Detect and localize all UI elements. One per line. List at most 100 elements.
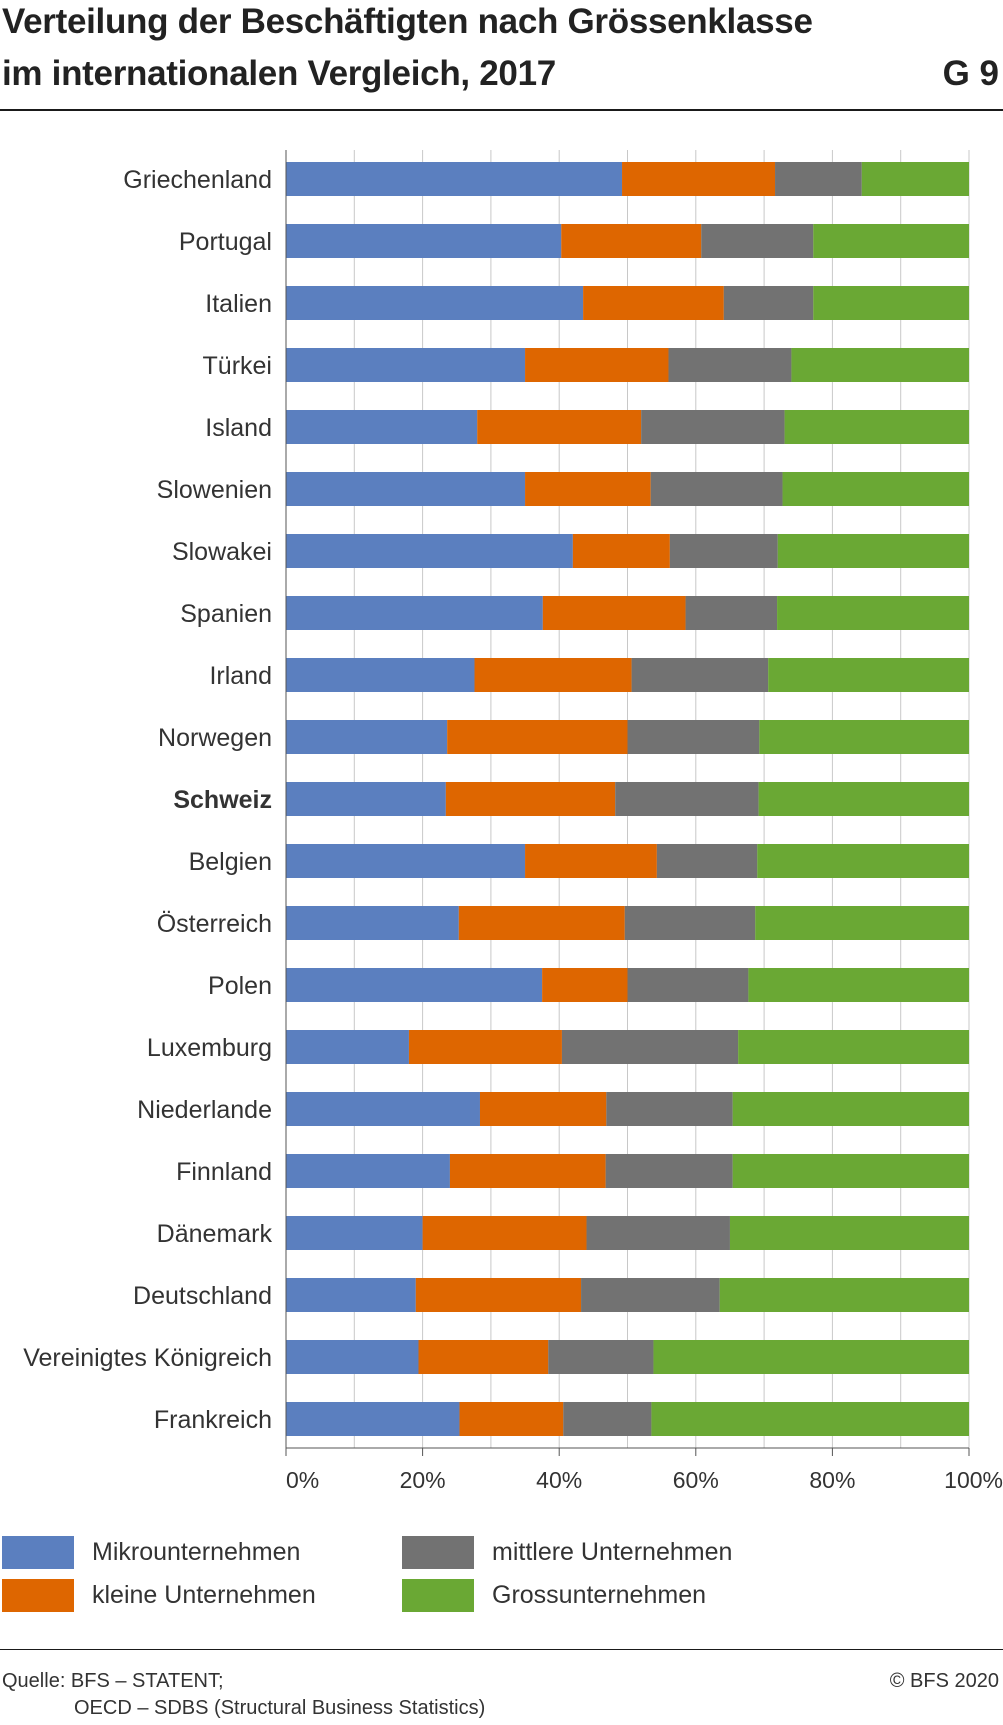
bar-segment	[286, 782, 446, 816]
bar-segment	[624, 906, 756, 940]
bar-segment	[768, 658, 969, 692]
x-tick-label: 60%	[673, 1467, 719, 1493]
bar-segment	[477, 410, 642, 444]
bar-segment	[732, 1154, 969, 1188]
category-label: Vereinigtes Königreich	[23, 1344, 272, 1372]
bar-segment	[286, 968, 543, 1002]
category-label: Spanien	[180, 600, 272, 628]
category-label: Portugal	[179, 228, 272, 256]
category-label: Irland	[209, 662, 272, 690]
bar-segment	[286, 1216, 423, 1250]
legend-item-kleine-unternehmen: kleine Unternehmen	[2, 1578, 316, 1612]
bar-segment	[286, 844, 526, 878]
bar-segment	[668, 348, 792, 382]
bar-segment	[631, 658, 769, 692]
bar-segment	[458, 906, 625, 940]
bar-segment	[701, 224, 814, 258]
bar-segment	[738, 1030, 969, 1064]
bar-segment	[651, 1402, 969, 1436]
bar-segment	[775, 162, 862, 196]
legend-label-grossunternehmen: Grossunternehmen	[492, 1580, 707, 1609]
bar-segment	[561, 1030, 739, 1064]
bar-segment	[748, 968, 969, 1002]
category-label: Slowenien	[157, 476, 272, 504]
category-label: Island	[205, 414, 272, 442]
title-block: Verteilung der Beschäftigten nach Grösse…	[0, 0, 1003, 111]
bar-segment	[286, 410, 478, 444]
title-divider	[0, 109, 1003, 111]
bar-segment	[777, 534, 969, 568]
bar-segment	[784, 410, 969, 444]
x-tick-label: 40%	[536, 1467, 582, 1493]
bar-segment	[572, 534, 670, 568]
bar-segment	[474, 658, 632, 692]
legend: Mikrounternehmen kleine Unternehmen mitt…	[0, 1535, 1003, 1635]
footer-divider	[0, 1649, 1003, 1650]
bar-segment	[286, 162, 623, 196]
legend-swatch-mikrounternehmen	[2, 1535, 74, 1569]
bar-segment	[782, 472, 969, 506]
bar-segment	[525, 348, 669, 382]
bar-segment	[445, 782, 616, 816]
chart-title-line-1: Verteilung der Beschäftigten nach Grösse…	[2, 2, 813, 41]
bar-segment	[286, 1340, 419, 1374]
category-label: Slowakei	[172, 538, 272, 566]
bar-segment	[286, 1154, 450, 1188]
category-label: Polen	[208, 972, 272, 1000]
bar-segment	[286, 224, 562, 258]
bar-segment	[615, 782, 759, 816]
legend-item-grossunternehmen: Grossunternehmen	[402, 1578, 706, 1612]
bar-segment	[758, 782, 969, 816]
bar-segment	[408, 1030, 562, 1064]
bar-segment	[627, 968, 749, 1002]
bar-segment	[286, 906, 459, 940]
bar-segment	[650, 472, 783, 506]
bar-segment	[641, 410, 785, 444]
bar-segment	[542, 596, 686, 630]
x-tick-label: 0%	[286, 1467, 319, 1493]
bar-segment	[525, 472, 651, 506]
bar-segment	[622, 162, 776, 196]
bar-segment	[286, 348, 526, 382]
category-label: Luxemburg	[147, 1034, 272, 1062]
bar-segment	[605, 1154, 733, 1188]
bar-segment	[563, 1402, 652, 1436]
bar-segment	[525, 844, 657, 878]
bar-segment	[729, 1216, 969, 1250]
figure-number: G 9	[942, 54, 999, 93]
category-label: Frankreich	[154, 1406, 272, 1434]
bar-segment	[653, 1340, 969, 1374]
category-label: Griechenland	[123, 166, 272, 194]
chart-title-line-2: im internationalen Vergleich, 2017	[2, 54, 556, 93]
bar-segment	[286, 658, 475, 692]
category-label: Schweiz	[173, 786, 272, 814]
bar-segment	[586, 1216, 730, 1250]
bar-segment	[286, 720, 448, 754]
bar-segment	[861, 162, 969, 196]
bar-segment	[286, 534, 573, 568]
category-label: Belgien	[189, 848, 272, 876]
category-label: Österreich	[157, 910, 272, 938]
category-label: Deutschland	[133, 1282, 272, 1310]
bar-segment	[542, 968, 628, 1002]
bar-segment	[548, 1340, 654, 1374]
category-label: Niederlande	[137, 1096, 272, 1124]
bar-segment	[581, 1278, 720, 1312]
source-note-line-2: OECD – SDBS (Structural Business Statist…	[74, 1697, 486, 1719]
category-label: Norwegen	[158, 724, 272, 752]
bar-segment	[813, 224, 969, 258]
bar-segment	[286, 1278, 416, 1312]
bar-segment	[415, 1278, 582, 1312]
category-label: Dänemark	[157, 1220, 273, 1248]
bar-segment	[656, 844, 758, 878]
legend-swatch-mittlere-unternehmen	[402, 1535, 474, 1569]
stacked-bar-chart: Griechenland Portugal Italien Türkei Island S…	[23, 150, 1003, 1493]
bar-segment	[286, 472, 526, 506]
bar-segment	[732, 1092, 969, 1126]
bar-segment	[286, 1030, 409, 1064]
bar-segment	[561, 224, 702, 258]
bar-segment	[418, 1340, 549, 1374]
bar-segment	[755, 906, 969, 940]
x-tick-label: 80%	[809, 1467, 855, 1493]
category-label: Finnland	[176, 1158, 272, 1186]
